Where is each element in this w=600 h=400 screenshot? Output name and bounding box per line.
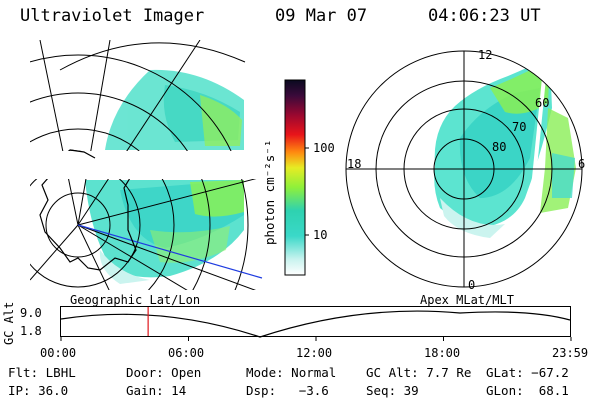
info-glat: GLat: −67.2 bbox=[486, 365, 569, 380]
timeline-tick-1200: 12:00 bbox=[296, 346, 333, 360]
mlat-label-70: 70 bbox=[512, 120, 527, 134]
colorbar-tick-10: 10 bbox=[313, 228, 328, 242]
left-aurora-upper bbox=[105, 69, 244, 150]
date-label: 09 Mar 07 bbox=[275, 6, 368, 26]
mlt-label-12: 12 bbox=[478, 48, 493, 62]
mlt-label-0: 0 bbox=[468, 278, 476, 292]
instrument-title: Ultraviolet Imager bbox=[20, 6, 205, 26]
info-mode: Mode: Normal bbox=[246, 365, 337, 380]
info-gain: Gain: 14 bbox=[126, 383, 187, 398]
left-panel-caption: Geographic Lat/Lon bbox=[70, 293, 201, 307]
info-glon: GLon: 68.1 bbox=[486, 383, 569, 398]
timeline-tick-1800: 18:00 bbox=[424, 346, 461, 360]
timeline-ymax: 9.0 bbox=[20, 306, 42, 320]
right-panel-caption: Apex MLat/MLT bbox=[420, 293, 514, 307]
timeline-tick-0000: 00:00 bbox=[40, 346, 77, 360]
timeline-ymin: 1.8 bbox=[20, 324, 42, 338]
info-gc-alt: GC Alt: 7.7 Re bbox=[366, 365, 472, 380]
data-gap-band bbox=[30, 151, 270, 179]
timeline-tick-2359: 23:59 bbox=[552, 346, 589, 360]
longitude-reference-line bbox=[77, 224, 263, 279]
info-ip: IP: 36.0 bbox=[8, 383, 69, 398]
time-label: 04:06:23 UT bbox=[428, 6, 541, 26]
info-dsp: Dsp: −3.6 bbox=[246, 383, 329, 398]
mlt-label-18: 18 bbox=[347, 157, 362, 171]
color-scale-bar bbox=[284, 79, 309, 276]
polar-grid bbox=[345, 50, 583, 288]
orbit-altitude-timeline bbox=[60, 306, 572, 341]
colorbar-tick-100: 100 bbox=[313, 141, 335, 155]
info-seq: Seq: 39 bbox=[366, 383, 419, 398]
timeline-ylabel: GC Alt bbox=[2, 301, 16, 345]
info-flt: Flt: LBHL bbox=[8, 365, 76, 380]
info-door: Door: Open bbox=[126, 365, 202, 380]
latlon-grid bbox=[30, 40, 270, 290]
geographic-image-panel bbox=[30, 40, 270, 290]
magnetic-polar-panel bbox=[345, 50, 583, 288]
timeline-tick-0600: 06:00 bbox=[168, 346, 205, 360]
timeline-frame bbox=[60, 306, 571, 337]
colorbar-unit-label: photon cm⁻²s⁻¹ bbox=[262, 139, 277, 245]
mlt-label-6: 6 bbox=[578, 157, 586, 171]
mlat-label-80: 80 bbox=[492, 140, 507, 154]
altitude-curve bbox=[60, 310, 571, 338]
mlat-label-60: 60 bbox=[535, 96, 550, 110]
